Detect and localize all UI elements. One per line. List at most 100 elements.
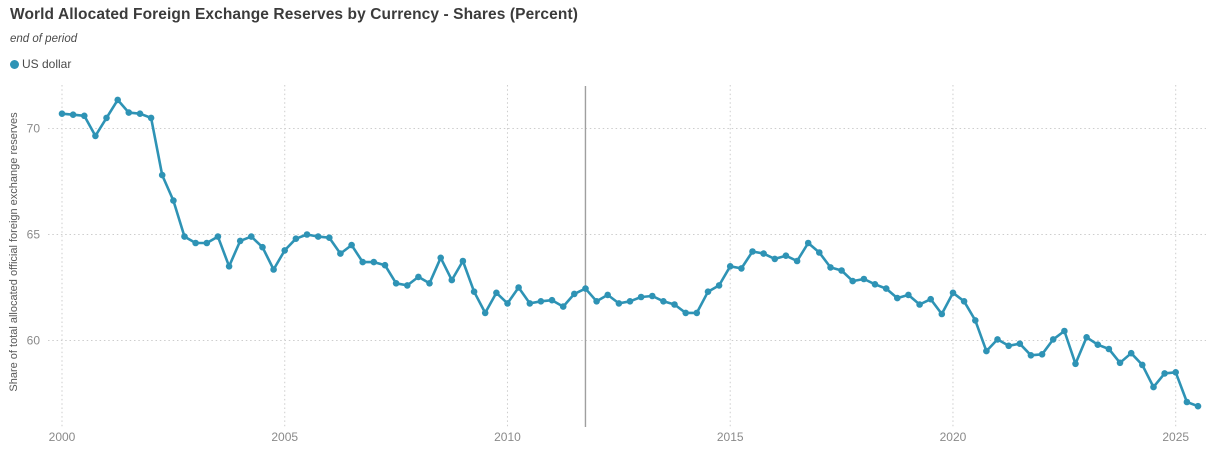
- data-point-marker[interactable]: [782, 252, 790, 259]
- data-point-marker[interactable]: [281, 247, 289, 254]
- legend-item-us-dollar[interactable]: US dollar: [10, 57, 71, 71]
- data-point-marker[interactable]: [860, 275, 868, 283]
- data-point-marker[interactable]: [1172, 369, 1179, 376]
- data-point-marker[interactable]: [704, 288, 712, 296]
- data-point-marker[interactable]: [203, 239, 211, 247]
- data-point-marker[interactable]: [92, 132, 99, 140]
- data-point-marker[interactable]: [314, 233, 322, 240]
- data-point-marker[interactable]: [1016, 340, 1024, 348]
- data-point-marker[interactable]: [693, 309, 701, 317]
- data-point-marker[interactable]: [415, 273, 422, 281]
- data-point-marker[interactable]: [426, 280, 433, 287]
- data-point-marker[interactable]: [671, 301, 678, 308]
- data-point-marker[interactable]: [370, 258, 378, 266]
- data-point-marker[interactable]: [504, 300, 511, 307]
- data-point-marker[interactable]: [69, 111, 77, 118]
- data-point-marker[interactable]: [303, 231, 311, 238]
- data-point-marker[interactable]: [526, 300, 534, 307]
- data-point-marker[interactable]: [348, 241, 355, 249]
- data-point-marker[interactable]: [1072, 360, 1079, 368]
- data-point-marker[interactable]: [147, 114, 155, 122]
- data-point-marker[interactable]: [726, 263, 734, 270]
- data-point-marker[interactable]: [1005, 342, 1012, 350]
- data-point-marker[interactable]: [170, 197, 177, 204]
- data-point-marker[interactable]: [236, 237, 244, 245]
- data-point-marker[interactable]: [882, 285, 890, 292]
- data-point-marker[interactable]: [894, 294, 901, 302]
- data-point-marker[interactable]: [114, 96, 121, 104]
- data-point-marker[interactable]: [749, 248, 756, 255]
- data-point-marker[interactable]: [404, 282, 411, 289]
- data-point-marker[interactable]: [1183, 398, 1191, 406]
- data-point-marker[interactable]: [771, 255, 779, 263]
- data-point-marker[interactable]: [649, 292, 656, 300]
- data-point-marker[interactable]: [738, 265, 745, 272]
- data-point-marker[interactable]: [292, 235, 300, 242]
- data-point-marker[interactable]: [983, 347, 990, 355]
- data-point-marker[interactable]: [1038, 351, 1046, 358]
- data-point-marker[interactable]: [192, 239, 199, 247]
- data-point-marker[interactable]: [615, 300, 623, 307]
- data-point-marker[interactable]: [81, 112, 88, 120]
- data-point-marker[interactable]: [381, 261, 389, 269]
- data-point-marker[interactable]: [905, 291, 912, 299]
- data-point-marker[interactable]: [938, 310, 946, 318]
- data-point-marker[interactable]: [270, 266, 277, 273]
- data-point-marker[interactable]: [225, 263, 233, 270]
- data-point-marker[interactable]: [949, 289, 957, 297]
- data-point-marker[interactable]: [827, 264, 834, 271]
- data-point-marker[interactable]: [181, 233, 188, 240]
- data-point-marker[interactable]: [1194, 402, 1202, 410]
- data-point-marker[interactable]: [337, 250, 344, 257]
- data-point-marker[interactable]: [248, 233, 255, 240]
- data-point-marker[interactable]: [571, 290, 578, 298]
- data-point-marker[interactable]: [972, 317, 979, 324]
- data-point-marker[interactable]: [1161, 370, 1168, 377]
- data-point-marker[interactable]: [626, 298, 634, 305]
- data-point-marker[interactable]: [637, 293, 645, 301]
- data-point-marker[interactable]: [816, 249, 823, 256]
- data-point-marker[interactable]: [1049, 336, 1057, 343]
- data-point-marker[interactable]: [392, 280, 400, 287]
- data-point-marker[interactable]: [259, 243, 266, 251]
- data-point-marker[interactable]: [1061, 327, 1068, 335]
- data-point-marker[interactable]: [916, 301, 923, 308]
- data-point-marker[interactable]: [359, 258, 367, 266]
- data-point-marker[interactable]: [660, 298, 667, 305]
- data-point-marker[interactable]: [103, 114, 110, 122]
- data-point-marker[interactable]: [1116, 359, 1124, 367]
- data-point-marker[interactable]: [1105, 345, 1113, 353]
- data-point-marker[interactable]: [1027, 352, 1035, 359]
- data-point-marker[interactable]: [326, 234, 333, 241]
- data-point-marker[interactable]: [559, 303, 567, 310]
- data-point-marker[interactable]: [459, 257, 467, 265]
- data-point-marker[interactable]: [849, 277, 856, 285]
- data-point-marker[interactable]: [927, 295, 934, 303]
- data-point-marker[interactable]: [1150, 383, 1157, 391]
- data-point-marker[interactable]: [481, 309, 489, 317]
- data-point-marker[interactable]: [582, 285, 589, 292]
- data-point-marker[interactable]: [593, 298, 600, 305]
- data-point-marker[interactable]: [548, 296, 556, 304]
- data-point-marker[interactable]: [804, 239, 812, 247]
- data-point-marker[interactable]: [214, 233, 222, 240]
- data-point-marker[interactable]: [448, 276, 456, 284]
- data-point-marker[interactable]: [58, 110, 66, 117]
- data-point-marker[interactable]: [437, 254, 445, 262]
- data-point-marker[interactable]: [1139, 361, 1146, 369]
- data-point-marker[interactable]: [793, 257, 801, 265]
- data-point-marker[interactable]: [515, 284, 522, 291]
- data-point-marker[interactable]: [136, 110, 144, 117]
- data-point-marker[interactable]: [158, 171, 166, 179]
- data-point-marker[interactable]: [994, 336, 1001, 343]
- data-point-marker[interactable]: [960, 298, 968, 305]
- data-point-marker[interactable]: [871, 281, 879, 288]
- data-point-marker[interactable]: [1083, 334, 1090, 341]
- data-point-marker[interactable]: [493, 289, 500, 297]
- data-point-marker[interactable]: [537, 298, 545, 305]
- data-point-marker[interactable]: [470, 288, 478, 296]
- data-point-marker[interactable]: [682, 309, 689, 317]
- data-point-marker[interactable]: [838, 267, 845, 274]
- data-point-marker[interactable]: [604, 291, 611, 299]
- data-point-marker[interactable]: [1127, 349, 1135, 357]
